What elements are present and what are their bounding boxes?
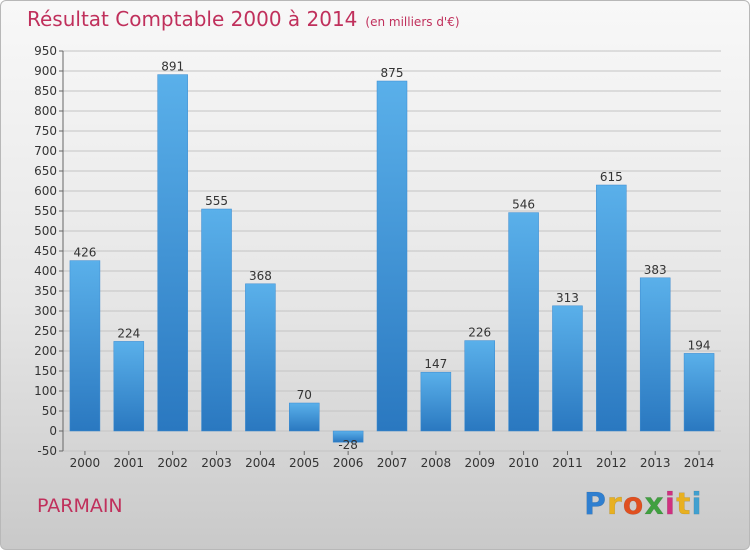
data-label-2009: 226 <box>468 326 491 340</box>
bar-2003 <box>201 208 232 432</box>
y-tick-label: 250 <box>34 324 57 338</box>
municipality-name: PARMAIN <box>37 495 123 517</box>
data-label-2010: 546 <box>512 198 535 212</box>
data-label-2011: 313 <box>556 291 579 305</box>
y-tick-label: 150 <box>34 364 57 378</box>
y-tick-label: 0 <box>49 424 57 438</box>
logo-letter: t <box>676 487 692 523</box>
x-tick-label-2005: 2005 <box>289 456 320 470</box>
bar-2004 <box>245 283 276 432</box>
y-tick-label: 800 <box>34 104 57 118</box>
data-label-2004: 368 <box>249 269 272 283</box>
x-tick-label-2003: 2003 <box>201 456 232 470</box>
proxiti-logo: Proxiti <box>584 487 703 523</box>
x-tick-label-2008: 2008 <box>421 456 452 470</box>
y-tick-label: 100 <box>34 384 57 398</box>
x-tick-label-2000: 2000 <box>70 456 101 470</box>
bars: 426 224 891 555 368 70 -28 875 147 226 546 313 615 38… <box>69 60 715 452</box>
x-tick-label-2006: 2006 <box>333 456 364 470</box>
y-tick-label: 950 <box>34 44 57 58</box>
y-tick-label: 300 <box>34 304 57 318</box>
bar-2012 <box>596 184 627 432</box>
x-tick-label-2010: 2010 <box>508 456 539 470</box>
x-axis: 2000 2001 2002 2003 2004 2005 2006 2007 2008 2009… <box>70 451 715 470</box>
x-tick-label-2013: 2013 <box>640 456 671 470</box>
logo-letter: i <box>691 487 703 523</box>
bar-2006 <box>332 430 364 443</box>
y-axis: -50 0 50 100 150 200 250 300 350 400 450 500 550 600 6… <box>34 44 64 458</box>
data-label-2007: 875 <box>381 66 404 80</box>
bar-2000 <box>69 260 101 432</box>
data-label-2001: 224 <box>117 326 140 340</box>
data-label-2003: 555 <box>205 194 228 208</box>
y-tick-label: 200 <box>34 344 57 358</box>
x-tick-label-2012: 2012 <box>596 456 627 470</box>
y-tick-label: -50 <box>37 444 57 458</box>
bar-2007 <box>376 80 408 432</box>
data-label-2014: 194 <box>688 338 711 352</box>
y-tick-label: 850 <box>34 84 57 98</box>
logo-letter: r <box>607 487 623 523</box>
y-tick-label: 750 <box>34 124 57 138</box>
logo-letter: i <box>664 487 677 523</box>
data-label-2008: 147 <box>424 357 447 371</box>
y-tick-label: 350 <box>34 284 57 298</box>
bar-2009 <box>464 340 495 432</box>
bar-2001 <box>113 341 145 432</box>
bar-2011 <box>552 305 583 432</box>
logo-letter: P <box>584 487 607 523</box>
y-tick-label: 450 <box>34 244 57 258</box>
x-tick-label-2002: 2002 <box>157 456 188 470</box>
chart-title: Résultat Comptable 2000 à 2014 (en millie… <box>27 7 460 31</box>
title-text: Résultat Comptable 2000 à 2014 <box>27 7 358 31</box>
x-tick-label-2011: 2011 <box>552 456 583 470</box>
bar-2005 <box>289 402 320 432</box>
y-tick-label: 650 <box>34 164 57 178</box>
x-tick-label-2009: 2009 <box>464 456 495 470</box>
x-tick-label-2004: 2004 <box>245 456 276 470</box>
x-tick-label-2001: 2001 <box>114 456 145 470</box>
data-label-2012: 615 <box>600 170 623 184</box>
y-tick-label: 500 <box>34 224 57 238</box>
bar-2008 <box>420 371 452 432</box>
logo-letter: x <box>644 487 665 523</box>
y-tick-label: 600 <box>34 184 57 198</box>
y-tick-label: 900 <box>34 64 57 78</box>
bar-2014 <box>683 353 715 432</box>
chart-subtitle: (en milliers d'€) <box>365 15 460 29</box>
bar-2002 <box>157 74 188 432</box>
y-tick-label: 550 <box>34 204 57 218</box>
y-tick-label: 400 <box>34 264 57 278</box>
data-label-2006: -28 <box>338 438 358 452</box>
logo-letter: o <box>622 487 645 523</box>
bar-2010 <box>508 212 539 432</box>
y-tick-label: 50 <box>42 404 57 418</box>
x-tick-label-2007: 2007 <box>377 456 408 470</box>
bar-2013 <box>639 277 671 432</box>
data-label-2013: 383 <box>644 263 667 277</box>
data-label-2002: 891 <box>161 60 184 74</box>
data-label-2005: 70 <box>297 388 312 402</box>
data-label-2000: 426 <box>73 246 96 260</box>
y-tick-label: 700 <box>34 144 57 158</box>
x-tick-label-2014: 2014 <box>684 456 715 470</box>
